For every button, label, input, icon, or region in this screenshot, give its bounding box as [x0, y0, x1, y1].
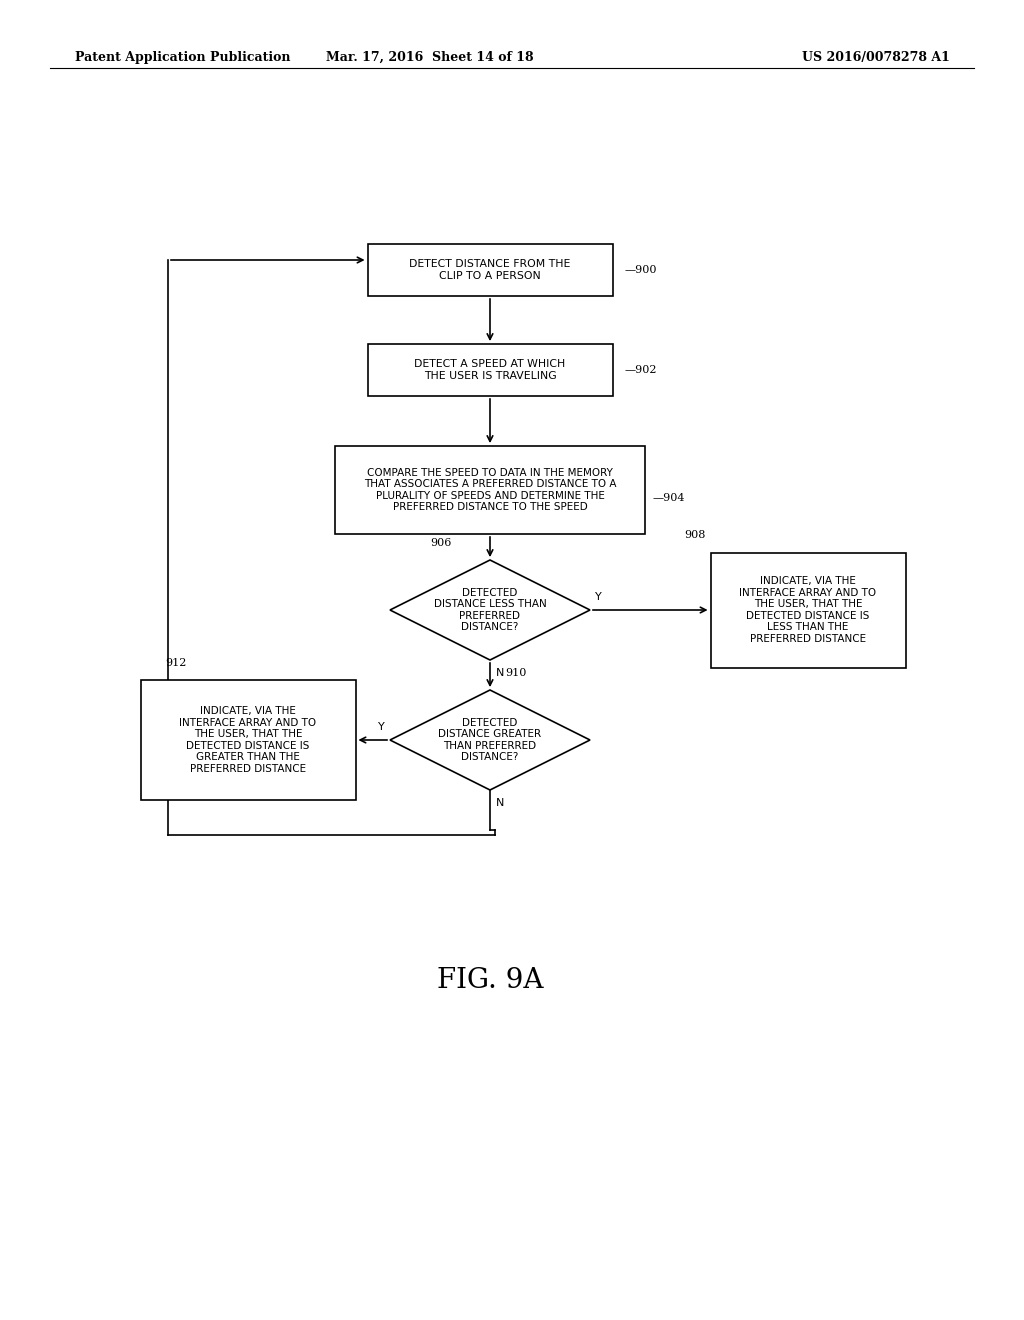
Text: N: N	[496, 799, 505, 808]
Text: DETECT DISTANCE FROM THE
CLIP TO A PERSON: DETECT DISTANCE FROM THE CLIP TO A PERSO…	[410, 259, 570, 281]
Text: 912: 912	[166, 657, 186, 668]
Text: COMPARE THE SPEED TO DATA IN THE MEMORY
THAT ASSOCIATES A PREFERRED DISTANCE TO : COMPARE THE SPEED TO DATA IN THE MEMORY …	[364, 467, 616, 512]
Bar	[335, 446, 645, 535]
Text: US 2016/0078278 A1: US 2016/0078278 A1	[802, 50, 950, 63]
Bar	[368, 345, 612, 396]
Polygon shape	[390, 690, 590, 789]
Text: 906: 906	[430, 539, 452, 548]
Text: Mar. 17, 2016  Sheet 14 of 18: Mar. 17, 2016 Sheet 14 of 18	[327, 50, 534, 63]
Text: Patent Application Publication: Patent Application Publication	[75, 50, 291, 63]
Text: 910: 910	[505, 668, 526, 678]
Bar	[368, 244, 612, 296]
Text: INDICATE, VIA THE
INTERFACE ARRAY AND TO
THE USER, THAT THE
DETECTED DISTANCE IS: INDICATE, VIA THE INTERFACE ARRAY AND TO…	[739, 576, 877, 644]
Bar	[711, 553, 905, 668]
Text: —902: —902	[625, 366, 657, 375]
Text: DETECTED
DISTANCE GREATER
THAN PREFERRED
DISTANCE?: DETECTED DISTANCE GREATER THAN PREFERRED…	[438, 718, 542, 763]
Text: Y: Y	[378, 722, 385, 733]
Text: DETECTED
DISTANCE LESS THAN
PREFERRED
DISTANCE?: DETECTED DISTANCE LESS THAN PREFERRED DI…	[433, 587, 547, 632]
Text: —900: —900	[625, 265, 657, 275]
Text: 908: 908	[684, 531, 706, 540]
Text: —904: —904	[653, 492, 685, 503]
Text: INDICATE, VIA THE
INTERFACE ARRAY AND TO
THE USER, THAT THE
DETECTED DISTANCE IS: INDICATE, VIA THE INTERFACE ARRAY AND TO…	[179, 706, 316, 774]
Text: N: N	[496, 668, 505, 678]
Text: Y: Y	[595, 591, 602, 602]
Bar	[140, 680, 355, 800]
Polygon shape	[390, 560, 590, 660]
Text: FIG. 9A: FIG. 9A	[437, 966, 544, 994]
Text: DETECT A SPEED AT WHICH
THE USER IS TRAVELING: DETECT A SPEED AT WHICH THE USER IS TRAV…	[415, 359, 565, 380]
